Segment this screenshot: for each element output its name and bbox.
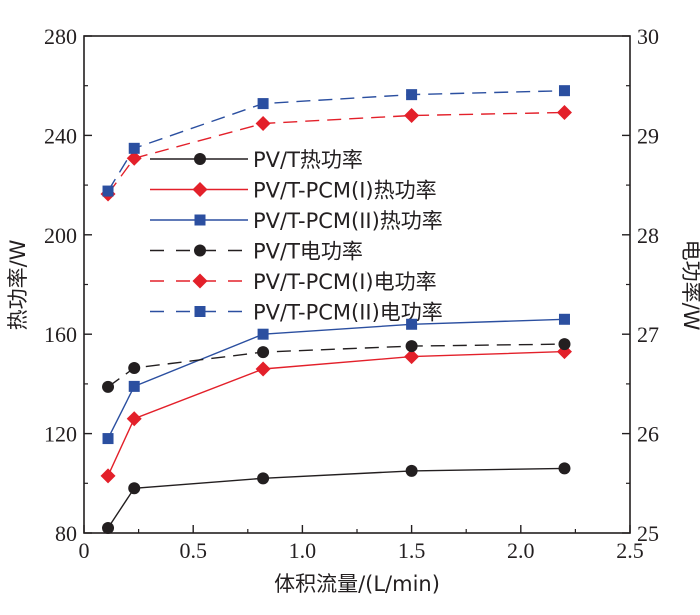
axes: 0 0.5 1.0 1.5 2.0 2.5 80 120 160 200 240 280 25 26 27 2… <box>44 24 659 563</box>
y-right-tick-label: 25 <box>637 521 659 546</box>
plot-area <box>100 85 572 535</box>
y-left-tick-label: 240 <box>44 123 77 148</box>
legend-marker <box>194 153 206 165</box>
data-point <box>404 108 420 124</box>
data-point <box>257 346 270 359</box>
data-point <box>406 318 418 330</box>
data-point <box>558 313 570 325</box>
legend-label: PV/T-PCM(I)热功率 <box>253 179 437 203</box>
x-tick-label: 1.0 <box>289 538 317 563</box>
x-tick-label: 0.5 <box>179 538 207 563</box>
legend-marker <box>192 182 208 197</box>
y-right-tick-label: 27 <box>637 322 659 347</box>
series-line-6 <box>107 90 565 192</box>
data-point <box>404 349 420 365</box>
series-line-3 <box>107 318 565 439</box>
y-left-tick-label: 80 <box>55 521 77 546</box>
data-point <box>406 89 418 101</box>
y-right-tick-label: 30 <box>637 24 659 49</box>
data-point <box>558 338 571 351</box>
x-tick-label: 2.5 <box>616 538 644 563</box>
data-point <box>255 115 271 131</box>
legend-label: PV/T电功率 <box>253 240 363 264</box>
data-point <box>257 472 270 485</box>
data-point <box>102 185 114 197</box>
legend-label: PV/T热功率 <box>253 148 363 172</box>
data-point <box>255 361 271 377</box>
y-axis-title-right: 电功率/W <box>679 240 700 331</box>
data-point <box>558 462 571 475</box>
data-point <box>100 468 116 484</box>
legend-marker <box>194 306 206 317</box>
data-point <box>128 142 140 154</box>
data-point <box>126 411 142 427</box>
legend: PV/T热功率 PV/T-PCM(I)热功率 PV/T-PCM(II)热功率 PV/T… <box>150 148 443 325</box>
data-point <box>405 340 418 353</box>
y-right-tick-label: 26 <box>637 422 659 447</box>
y-left-tick-label: 280 <box>44 24 77 49</box>
data-point <box>556 105 572 121</box>
legend-label: PV/T-PCM(I)电功率 <box>253 270 437 294</box>
data-point <box>128 361 141 374</box>
data-point <box>405 464 418 477</box>
data-point <box>257 98 269 110</box>
legend-marker <box>192 273 208 289</box>
data-point <box>126 150 142 166</box>
series-line-4 <box>107 343 565 388</box>
data-point <box>257 328 269 340</box>
legend-marker <box>194 244 206 257</box>
data-point <box>128 380 140 392</box>
legend-label: PV/T-PCM(II)热功率 <box>253 209 443 233</box>
series-line-2 <box>107 350 565 477</box>
y-right-tick-label: 28 <box>637 223 659 248</box>
y-axis-title-left: 热功率/W <box>6 239 30 330</box>
data-point <box>102 433 114 445</box>
data-point <box>128 482 141 495</box>
legend-marker <box>194 214 206 226</box>
data-point <box>558 85 570 97</box>
series-line-1 <box>107 467 565 529</box>
y-left-tick-label: 120 <box>44 422 77 447</box>
y-left-tick-label: 160 <box>44 322 77 347</box>
x-tick-label: 0 <box>79 538 90 563</box>
x-tick-label: 2.0 <box>507 538 535 563</box>
x-tick-label: 1.5 <box>398 538 426 563</box>
y-left-tick-label: 200 <box>44 223 77 248</box>
data-point <box>102 522 115 535</box>
y-right-tick-label: 29 <box>637 123 659 148</box>
data-point <box>102 380 115 393</box>
x-axis-title: 体积流量/(L/min) <box>274 572 440 596</box>
